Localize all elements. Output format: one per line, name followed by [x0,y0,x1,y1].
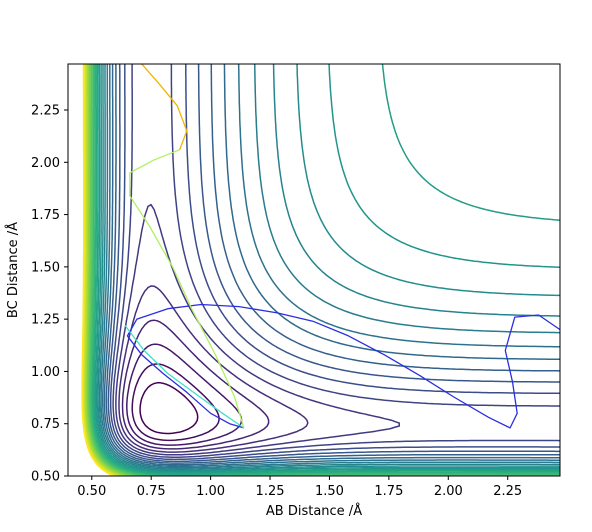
x-axis-label: AB Distance /Å [266,503,362,519]
trajectory-segment [129,149,245,429]
contour-level [85,64,129,476]
trajectory-segment [141,64,188,150]
x-tick-label: 2.25 [493,484,522,499]
contour-level [100,64,560,469]
contour-level [97,64,560,472]
contour-level [139,382,199,435]
y-tick-label: 1.00 [31,365,60,380]
contour-level [82,64,120,476]
contour-level [95,64,560,473]
y-tick-label: 0.75 [31,417,60,432]
contour-level [89,64,560,476]
y-tick-label: 2.25 [31,104,60,119]
contour-level [121,319,270,450]
y-tick-label: 2.00 [31,156,60,171]
x-tick-label: 1.00 [196,484,225,499]
contour-level [83,64,122,476]
contour-level [109,64,560,461]
contour-level [101,64,560,468]
x-tick-label: 1.75 [374,484,403,499]
contour-level [126,343,243,446]
y-tick-label: 1.50 [31,260,60,275]
plot-frame [67,63,561,477]
contour-level [87,64,138,476]
contour-level [131,363,220,442]
y-tick-label: 0.50 [31,470,60,485]
contour-level [93,64,560,475]
x-tick-label: 1.25 [256,484,285,499]
contour-level [118,285,309,453]
contour-level [84,64,125,476]
contour-level [103,64,560,466]
y-tick-label: 1.25 [31,313,60,328]
contour-level [107,64,560,463]
trajectory-segment [126,303,560,429]
contour-lines [81,64,560,476]
contour-level [90,64,560,476]
x-tick-label: 0.75 [137,484,166,499]
y-axis-label: BC Distance /Å [5,222,21,318]
x-tick-label: 2.00 [434,484,463,499]
trajectory-segment [124,325,245,429]
y-axis: 0.50 0.75 1.00 1.25 1.50 1.75 2.00 2.25 [31,104,68,485]
contour-level [98,64,560,470]
x-tick-label: 0.50 [77,484,106,499]
x-axis: 0.50 0.75 1.00 1.25 1.50 1.75 2.00 2.25 [77,476,522,499]
x-tick-label: 1.50 [315,484,344,499]
contour-level [115,203,401,456]
contour-level [81,64,115,476]
contour-level [105,64,560,464]
contour-level [86,64,133,476]
y-tick-label: 1.75 [31,208,60,223]
contour-level [94,64,560,474]
trajectory-lines [124,64,560,429]
contour-level [82,64,117,476]
contour-level [92,64,560,476]
